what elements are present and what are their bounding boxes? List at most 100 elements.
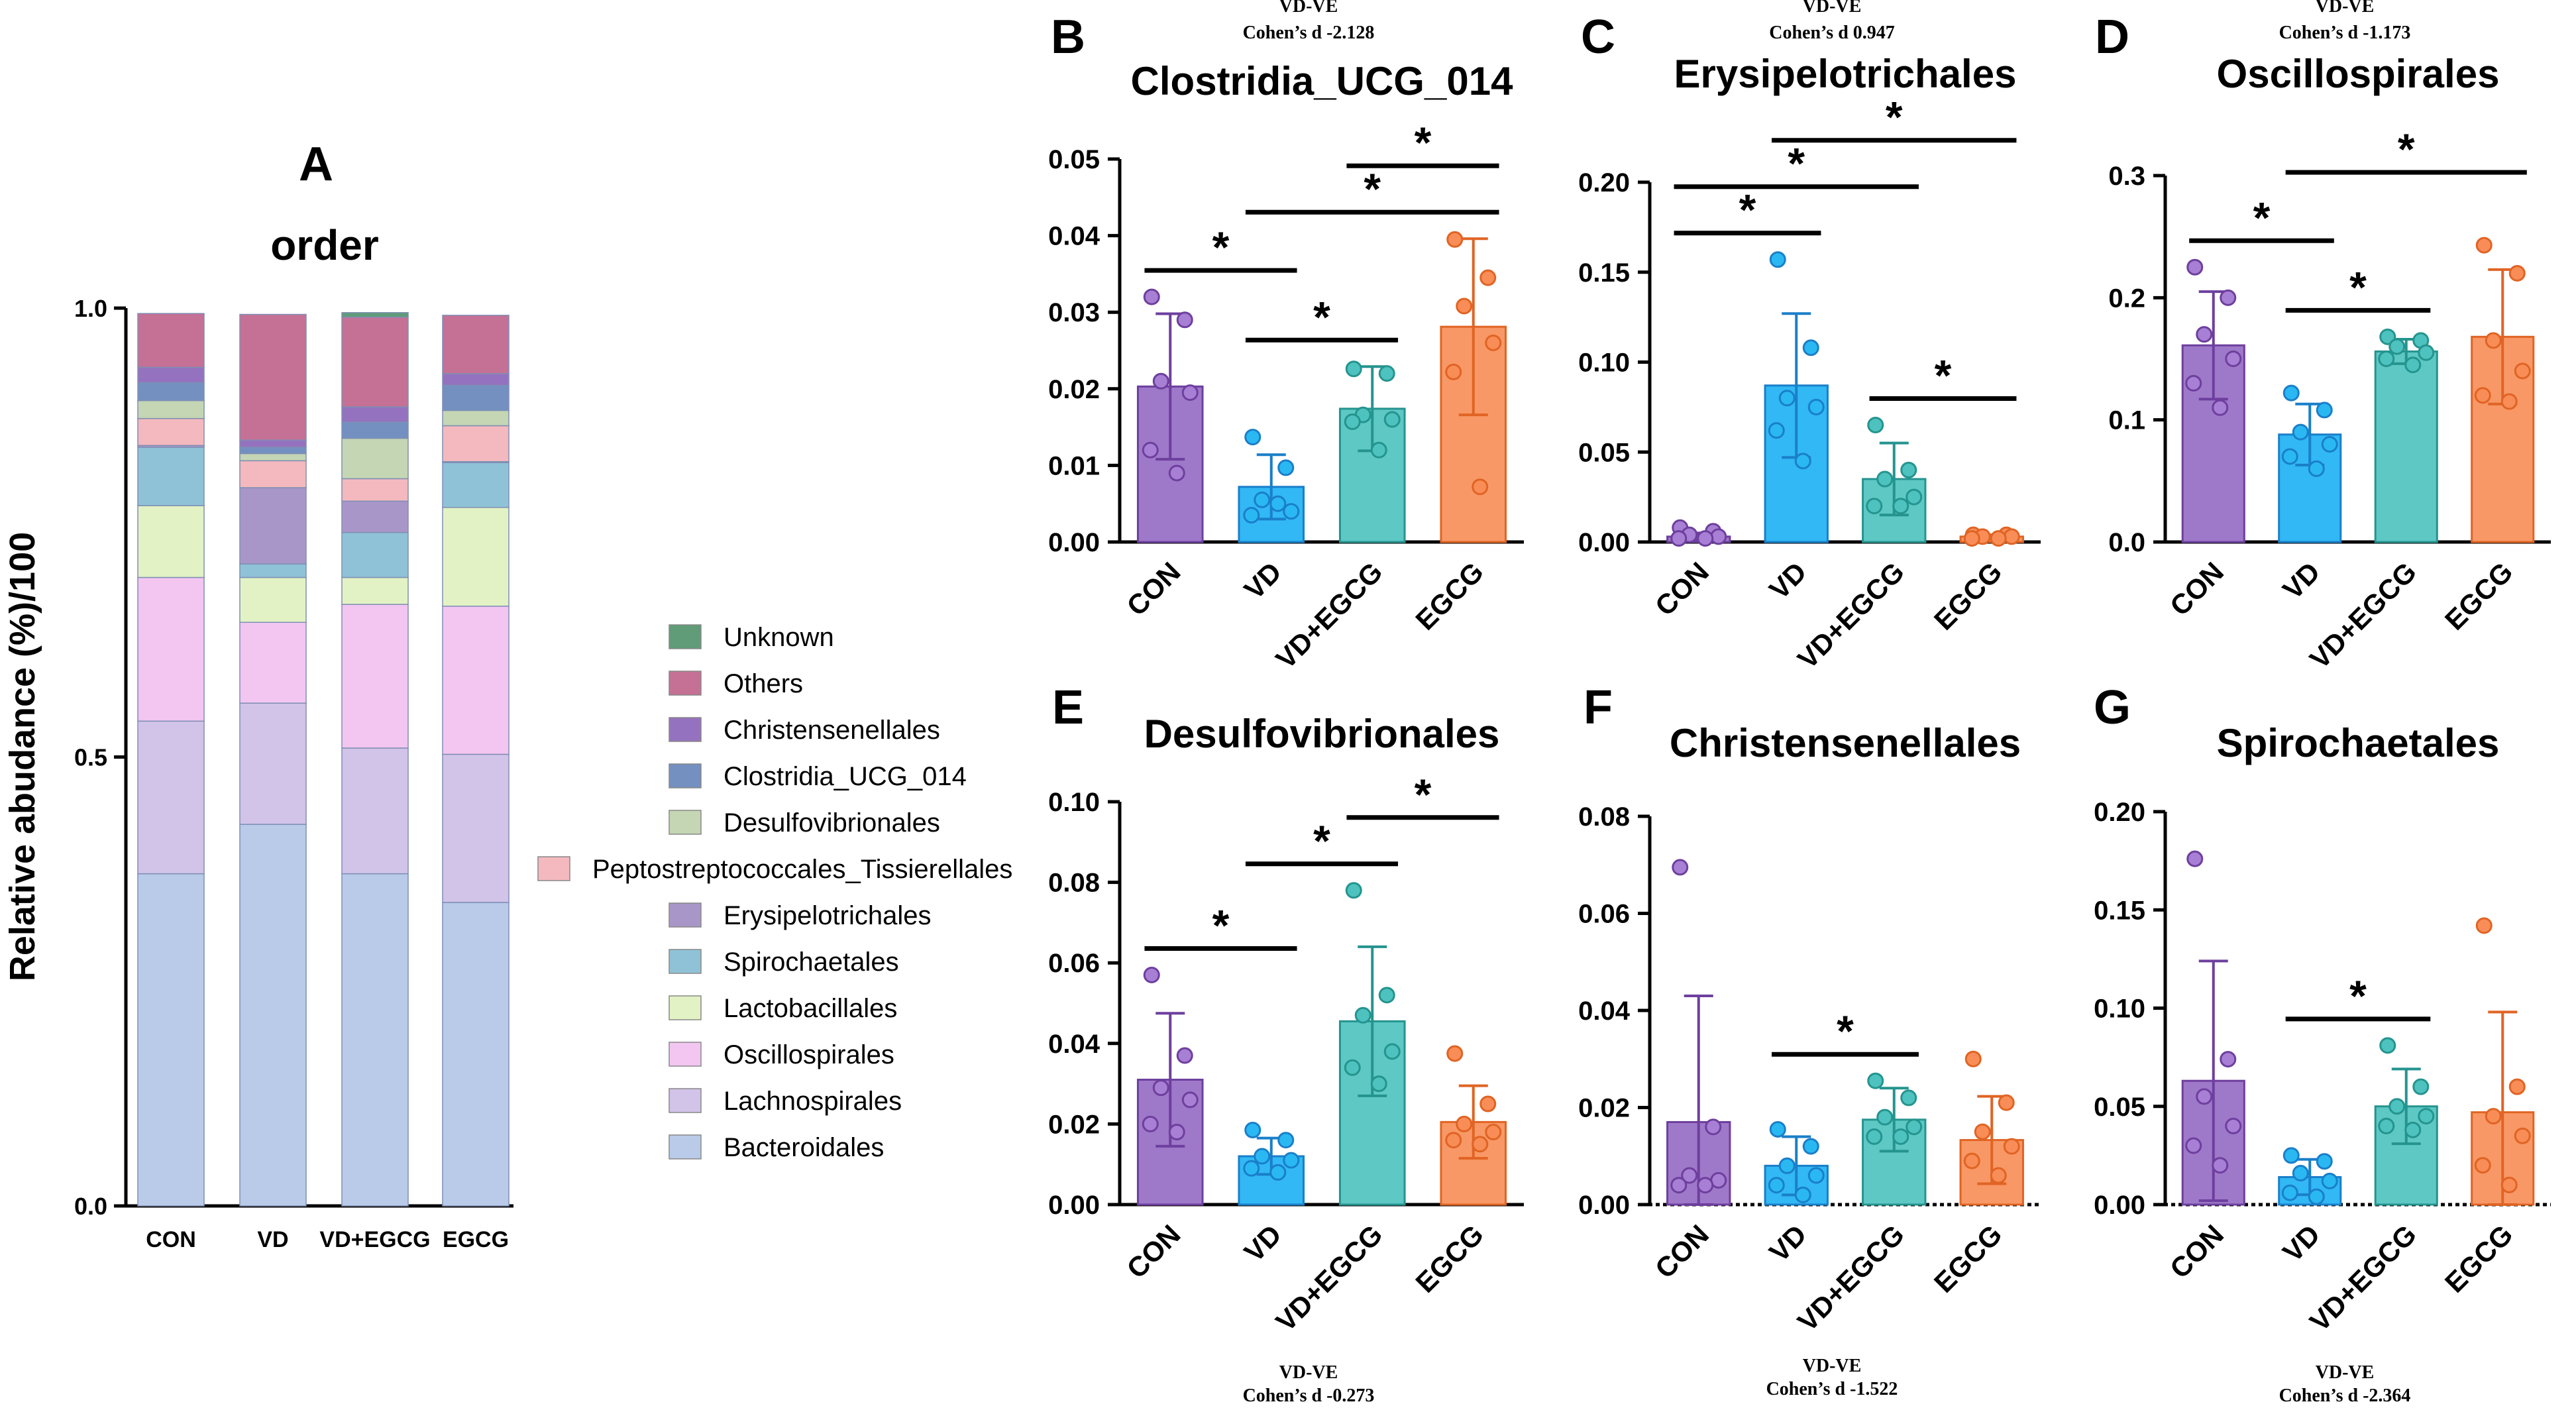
panel-f-data-point [1998,1094,2015,1111]
legend-label: Others [724,669,803,698]
panel-c-data-point [1710,528,1727,545]
panel-c-data-point [1963,530,1980,547]
panel-g-category-label: CON [2164,1219,2229,1284]
panel-b-category-label: CON [1120,556,1186,622]
panel-d-data-point [2292,423,2309,441]
panel-g-cohen-value: Cohen’s d -2.364 [2279,1385,2411,1406]
panel-b-data-point [1244,429,1261,446]
panel-c-data-point [1794,453,1811,470]
panel-e-category-label: EGCG [1409,1219,1489,1299]
panel-c-significance-star: * [1935,351,1952,400]
panel-f-data-point [1892,1128,1909,1145]
panel-a-category-label: EGCG [443,1227,509,1252]
panel-d-data-point [2418,344,2435,361]
legend-label: Bacteroidales [724,1133,884,1162]
panel-a-category-label: VD+EGCG [319,1227,430,1252]
legend-swatch [669,717,702,742]
legend-swatch [669,1042,702,1067]
stacked-segment-clostridia-ucg-014 [137,382,205,402]
panel-c-data-point [1876,470,1894,488]
stacked-segment-spirochaetales [341,532,409,578]
panel-e-data-point [1143,966,1160,983]
stacked-segment-lactobacillales [341,576,409,605]
panel-b-ytick-label: 0.04 [1048,222,1100,251]
panel-c-data-point [1990,530,2007,547]
panel-e-data-point [1269,1164,1287,1181]
panel-g-ytick-label: 0.20 [2094,798,2145,827]
panel-e-significance-star: * [1212,900,1230,949]
panel-f-data-point [1697,1177,1714,1194]
stacked-segment-lactobacillales [239,576,307,623]
stacked-segment-christensenellales [137,366,205,384]
panel-a-ytick-label: 1.0 [74,295,107,322]
panel-e-cohen-value: Cohen’s d -0.273 [1243,1385,1375,1406]
panel-d-significance-star: * [2349,262,2367,311]
panel-b-data-point [1485,334,1502,351]
stacked-segment-clostridia-ucg-014 [341,421,409,439]
panel-f-data-point [1866,1128,1883,1145]
stacked-segment-desulfovibrionales [137,400,205,419]
legend-label: Spirochaetales [724,948,899,977]
panel-d-ytick-label: 0.2 [2108,284,2145,313]
stacked-segment-christensenellales [239,439,307,448]
panel-c-data-point [1867,417,1884,434]
panel-f-ytick-label: 0.04 [1578,997,1631,1026]
panel-d-data-point [2500,393,2518,410]
panel-b-data-point [1143,288,1160,305]
panel-e-data-point [1254,1148,1271,1165]
panel-e-data-point [1243,1160,1260,1177]
panel-g-data-point [2308,1188,2325,1205]
panel-d-data-point [2388,338,2406,355]
panel-c-category-label: CON [1649,556,1715,622]
panel-f-data-point [1974,1123,1991,1140]
stacked-segment-bacteroidales [442,902,510,1207]
panel-b-data-point [1277,459,1295,476]
panel-f-data-point [2003,1138,2020,1155]
stacked-segment-desulfovibrionales [442,409,510,427]
stacked-segment-spirochaetales [442,462,510,508]
stacked-segment-erysipelotrichales [341,500,409,533]
panel-g-data-point [2412,1078,2430,1095]
stacked-segment-lactobacillales [442,507,510,607]
panel-e-ytick-label: 0.00 [1048,1191,1100,1220]
panel-f-letter: F [1583,681,1613,734]
panel-d-ytick-label: 0.0 [2108,528,2145,557]
panel-f-data-point [1867,1072,1884,1089]
panel-b-data-point [1456,298,1473,315]
stacked-segment-peptostreptococcales-tissierellales [137,417,205,447]
panel-c-data-point [1892,498,1909,515]
panel-c-data-point [1778,390,1796,407]
panel-letter-a: A [299,138,333,191]
panel-d-ytick-label: 0.3 [2108,162,2145,191]
stacked-segment-others [137,313,205,368]
panel-d-data-point [2475,237,2493,254]
panel-c-title: Erysipelotrichales [1674,52,2017,96]
stacked-segment-bacteroidales [239,824,307,1207]
panel-d-significance-star: * [2253,193,2271,242]
legend-swatch [669,810,702,835]
panel-c-data-point [1697,530,1714,547]
panel-b-data-point [1168,464,1185,482]
panel-e-data-point [1354,1006,1371,1024]
stacked-segment-lachnospirales [442,753,510,903]
legend-swatch [669,671,702,696]
stacked-segment-oscillospirales [137,576,205,722]
stacked-segment-others [442,315,510,374]
legend-label: Peptostreptococcales_Tissierellales [592,855,1012,884]
panel-b-title: Clostridia_UCG_014 [1131,59,1514,103]
panel-c-ytick-label: 0.15 [1578,258,1630,288]
panel-b-category-label: VD [1238,556,1288,606]
panel-d-data-point [2378,351,2395,367]
stacked-segment-clostridia-ucg-014 [442,384,510,411]
panel-g-data-point [2282,1147,2300,1164]
stacked-segment-spirochaetales [239,563,307,578]
panel-b-data-point [1472,478,1489,496]
panel-d-data-point [2212,399,2229,416]
panel-e-data-point [1383,1043,1401,1060]
panel-g-data-point [2186,850,2204,867]
stacked-segment-clostridia-ucg-014 [239,447,307,455]
panel-e-ytick-label: 0.02 [1048,1110,1100,1139]
panel-e-significance-star: * [1313,816,1330,865]
stacked-segment-christensenellales [341,406,409,423]
